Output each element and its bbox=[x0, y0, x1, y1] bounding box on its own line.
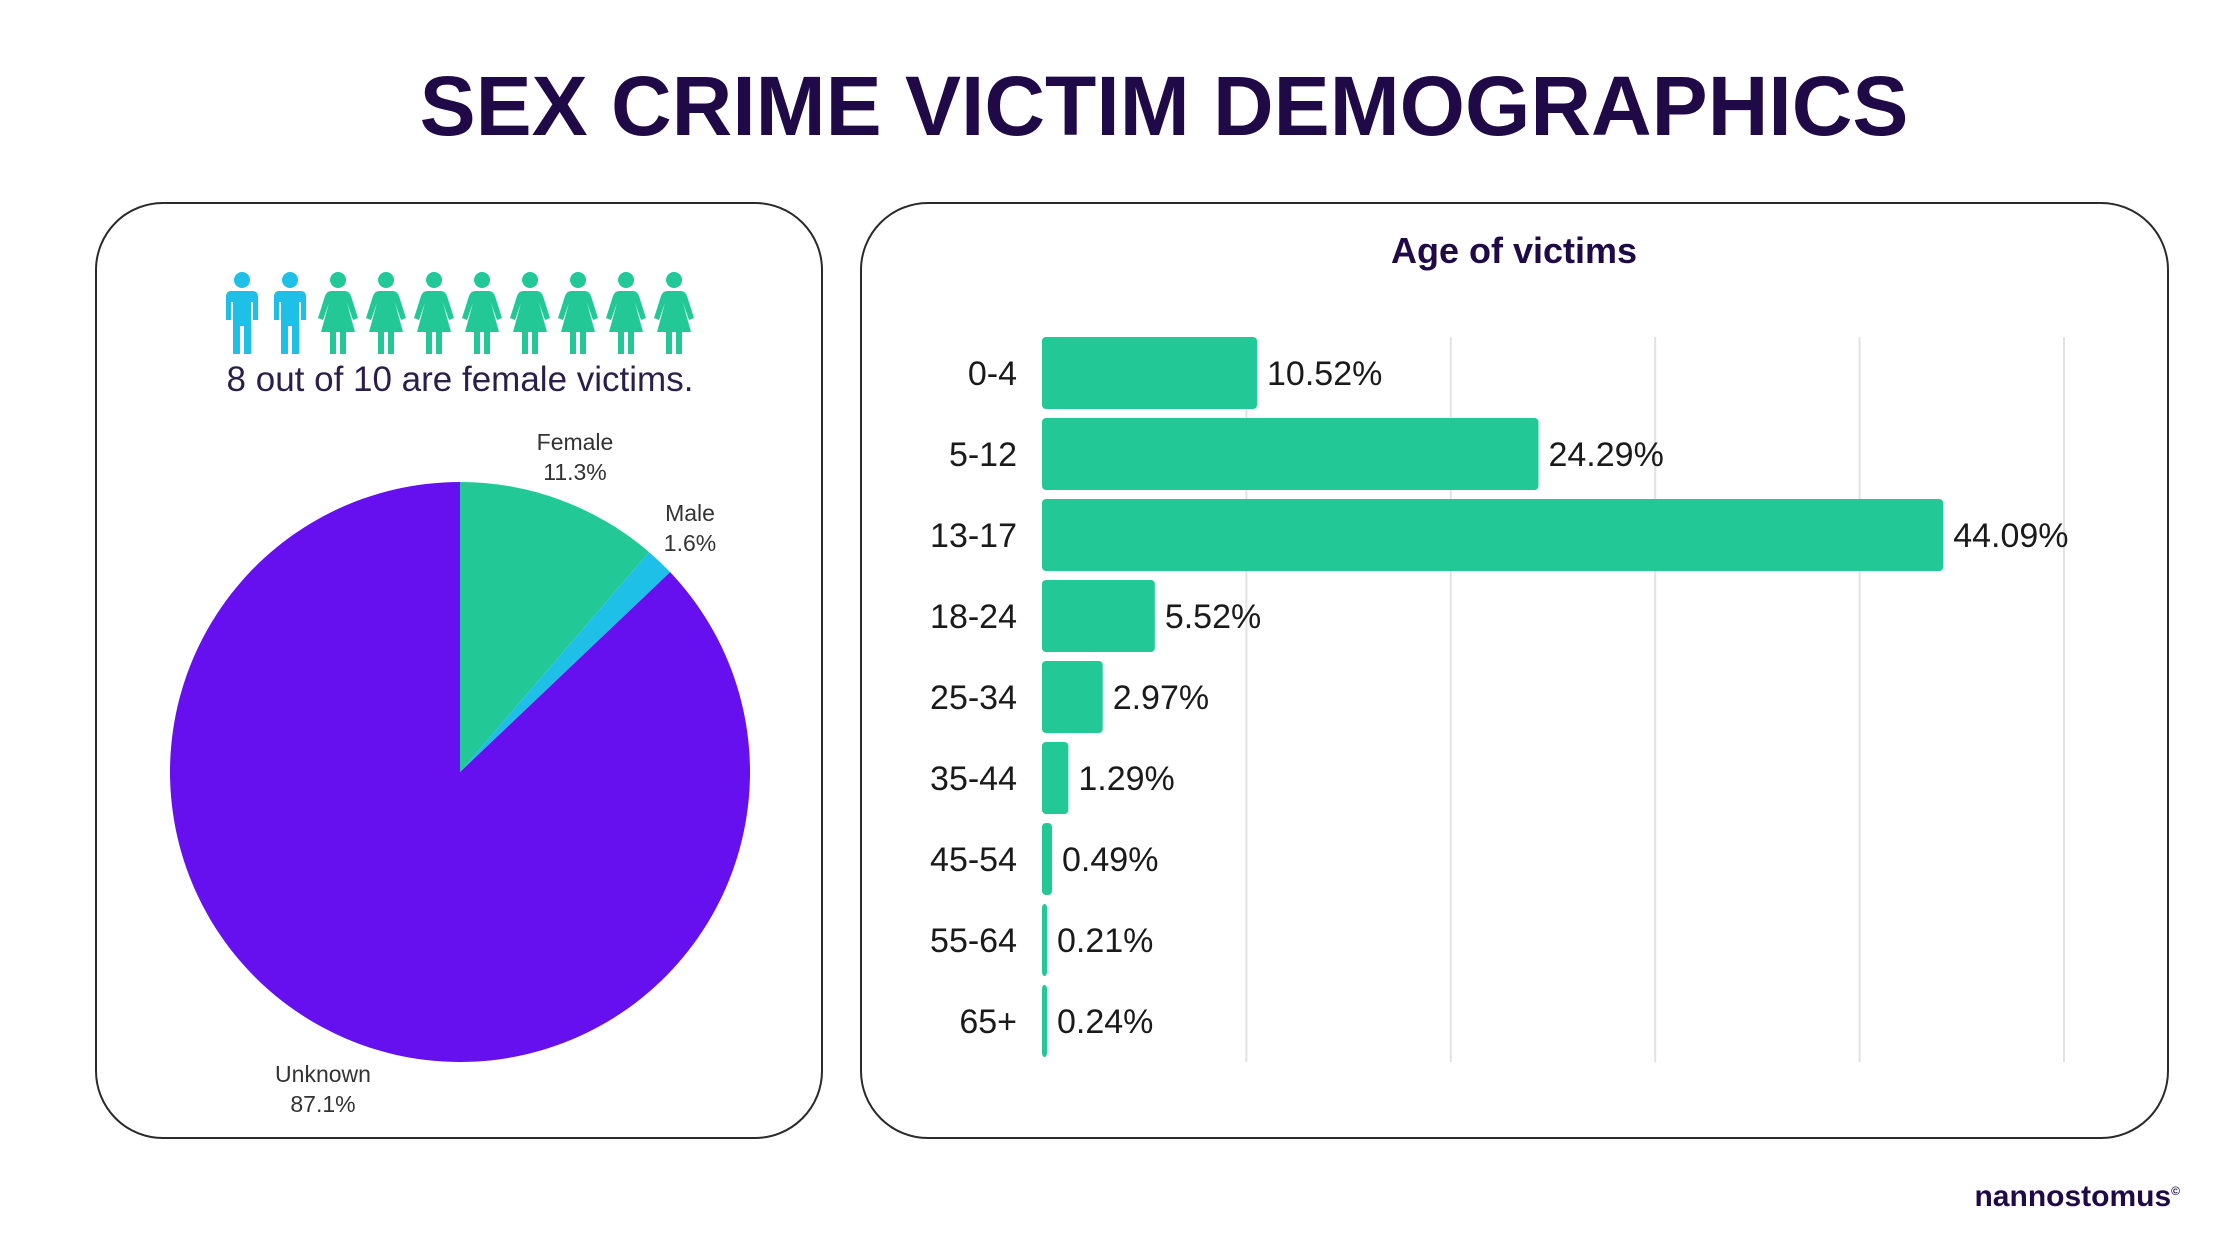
female-person-icon bbox=[558, 272, 598, 354]
data-label: 2.97% bbox=[1113, 679, 1209, 717]
brand-name: nannostomus bbox=[1974, 1180, 2172, 1213]
category-label: 35-44 bbox=[930, 760, 1017, 798]
bar-25-34 bbox=[1042, 661, 1103, 733]
female-person-icon bbox=[606, 272, 646, 354]
category-label: 13-17 bbox=[930, 517, 1017, 555]
pie-label-unknown: Unknown bbox=[275, 1061, 371, 1087]
pie-slice-female bbox=[460, 482, 650, 772]
female-person-icon bbox=[366, 272, 406, 354]
people-icon-row bbox=[222, 272, 702, 356]
bar-35-44 bbox=[1042, 742, 1069, 814]
category-label: 25-34 bbox=[930, 679, 1017, 717]
pie-slice-unknown bbox=[170, 482, 751, 1062]
bar-0-4 bbox=[1042, 337, 1258, 409]
brand-logo: nannostomus© bbox=[1940, 1180, 2180, 1214]
data-label: 5.52% bbox=[1165, 598, 1261, 636]
category-label: 65+ bbox=[959, 1003, 1017, 1041]
data-label: 24.29% bbox=[1548, 436, 1663, 474]
bar-18-24 bbox=[1042, 580, 1155, 652]
data-label: 10.52% bbox=[1267, 355, 1382, 393]
pie-value-male: 1.6% bbox=[664, 530, 716, 556]
bar-13-17 bbox=[1042, 499, 1944, 571]
category-label: 55-64 bbox=[930, 922, 1017, 960]
bar-45-54 bbox=[1042, 823, 1053, 895]
bar-chart-title: Age of victims bbox=[1391, 230, 1637, 271]
category-label: 18-24 bbox=[930, 598, 1017, 636]
female-person-icon bbox=[510, 272, 550, 354]
data-label: 1.29% bbox=[1078, 760, 1174, 798]
pie-slice-male bbox=[460, 552, 671, 772]
category-label: 5-12 bbox=[949, 436, 1017, 474]
pie-label-male: Male bbox=[665, 500, 715, 526]
category-label: 45-54 bbox=[930, 841, 1017, 879]
bar-55-64 bbox=[1042, 904, 1047, 976]
category-label: 0-4 bbox=[968, 355, 1017, 393]
data-label: 0.21% bbox=[1057, 922, 1153, 960]
data-label: 0.24% bbox=[1057, 1003, 1153, 1041]
data-label: 0.49% bbox=[1062, 841, 1158, 879]
pie-value-unknown: 87.1% bbox=[290, 1091, 355, 1117]
female-person-icon bbox=[654, 272, 694, 354]
female-person-icon bbox=[414, 272, 454, 354]
bar-65+ bbox=[1042, 985, 1047, 1057]
pie-label-female: Female bbox=[537, 429, 614, 455]
data-label: 44.09% bbox=[1953, 517, 2068, 555]
female-ratio-caption: 8 out of 10 are female victims. bbox=[226, 360, 694, 399]
page-title: SEX CRIME VICTIM DEMOGRAPHICS bbox=[419, 59, 1909, 153]
female-person-icon bbox=[462, 272, 502, 354]
male-person-icon bbox=[274, 272, 306, 354]
male-person-icon bbox=[226, 272, 258, 354]
female-person-icon bbox=[318, 272, 358, 354]
bar-5-12 bbox=[1042, 418, 1539, 490]
pie-value-female: 11.3% bbox=[543, 459, 607, 485]
copyright-icon: © bbox=[2171, 1184, 2180, 1198]
